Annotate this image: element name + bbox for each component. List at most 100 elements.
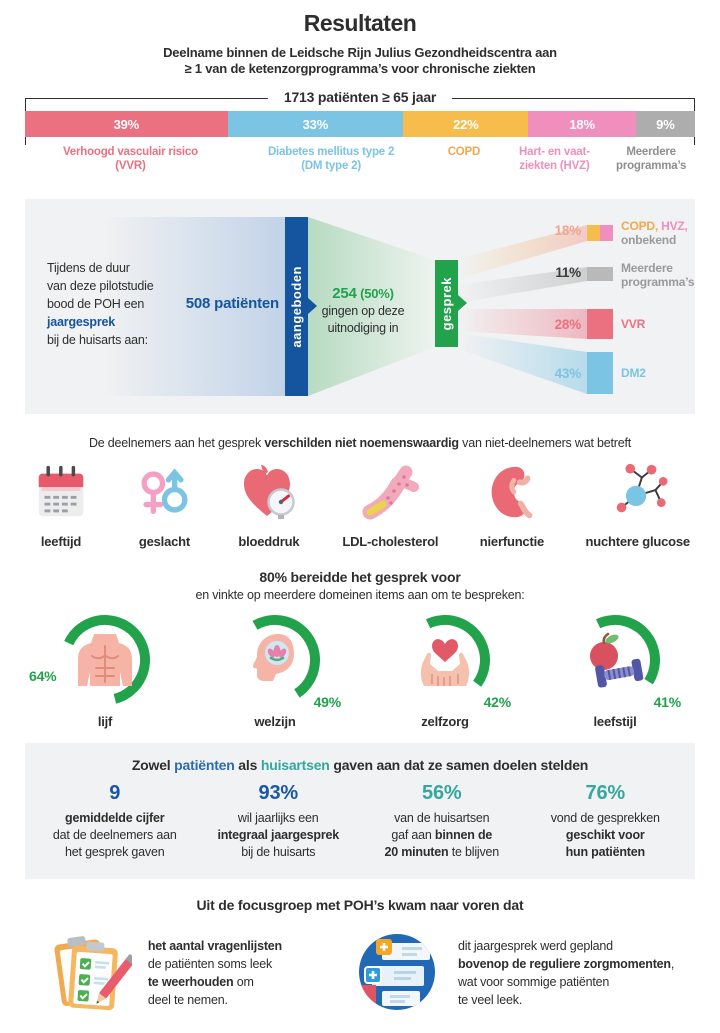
calendar-icon	[38, 465, 84, 517]
comparison-item-ldl: LDL-cholesterol	[342, 460, 439, 549]
comparison-item-glucose: nuchtere glucose	[586, 460, 690, 549]
bar-segment-hvz: 18%	[528, 111, 636, 137]
bar-label-copd: COPD	[447, 146, 481, 158]
domain-donuts: 64% lijf 49%	[0, 610, 720, 729]
preparation-subtitle: en vinkte op meerdere domeinen items aan…	[195, 588, 525, 602]
accepted-number: 254	[332, 285, 357, 302]
offered-arrow-icon	[308, 298, 317, 314]
torso-icon	[78, 634, 132, 686]
outcome-block-dm2	[587, 352, 613, 394]
beam-dm2	[458, 333, 587, 394]
goal-stat-2: 93% wil jaarlijks een integraal jaargesp…	[197, 783, 361, 861]
head-flower-icon	[253, 634, 294, 681]
program-bar-section: 1713 patiënten ≥ 65 jaar 39% 33% 22% 18%…	[25, 89, 696, 183]
goal-number: 9	[109, 782, 121, 804]
domain-welzijn: 49% welzijn	[207, 610, 343, 729]
apple-dumbbell-icon	[590, 632, 644, 688]
goal-number: 76%	[585, 782, 626, 804]
artery-icon	[362, 465, 420, 520]
comparison-intro: De deelnemers aan het gesprek verschilde…	[88, 436, 632, 450]
domain-zelfzorg: 42% zelfzorg	[377, 610, 513, 729]
beam-vvr	[458, 309, 587, 339]
comparison-item-bloeddruk: bloeddruk	[237, 460, 301, 549]
outcome-block-copd-hvz	[587, 225, 613, 241]
gesprek-bar-label: gesprek	[439, 276, 454, 331]
domain-pct: 64%	[29, 668, 57, 684]
comparison-item-leeftijd: leeftijd	[30, 460, 92, 549]
comparison-item-geslacht: geslacht	[133, 460, 195, 549]
heart-gauge-icon	[243, 465, 295, 519]
comparison-item-nierfunctie: nierfunctie	[480, 460, 544, 549]
outcome-block-multi	[587, 267, 613, 281]
domain-pct: 41%	[653, 694, 682, 710]
beam-multi	[458, 267, 587, 303]
focus-text-1: het aantal vragenlijsten de patiënten so…	[147, 939, 282, 1007]
domain-pct: 42%	[483, 694, 512, 710]
outcome-block-vvr	[587, 309, 613, 339]
progress-arc	[570, 615, 660, 705]
domain-leefstijl: 41% leefstijl	[547, 610, 683, 729]
stacked-bar-labels: Verhoogd vasculair risico (VVR) Diabetes…	[25, 143, 695, 173]
bar-label-dm2: Diabetes mellitus type 2 (DM type 2)	[267, 146, 395, 172]
offered-gradient-band	[100, 217, 285, 396]
clipboard-checklist-icon	[54, 936, 132, 1011]
accepted-pct: (50%)	[356, 286, 394, 301]
goal-stat-4: 76% vond de gesprekken geschikt voor hun…	[524, 782, 688, 861]
goal-stat-1: 9 gemiddelde cijfer dat de deelnemers aa…	[33, 782, 197, 861]
population-label: 1713 patiënten ≥ 65 jaar	[267, 89, 453, 106]
goals-row: 9 gemiddelde cijfer dat de deelnemers aa…	[33, 782, 688, 861]
goal-stat-3: 56% van de huisartsen gaf aan binnen de …	[360, 782, 524, 861]
offered-count: 508 patiënten	[185, 295, 279, 312]
focus-item-zorgmomenten: dit jaargesprek werd gepland bovenop de …	[352, 927, 674, 1019]
bar-segment-vvr: 39%	[25, 111, 228, 137]
domain-lijf: 64% lijf	[29, 610, 173, 729]
gender-icon	[141, 468, 188, 515]
header: Resultaten Deelname binnen de Leidsche R…	[0, 0, 720, 77]
molecule-icon	[616, 463, 668, 513]
outcome-pct-copd-hvz: 18%	[554, 223, 582, 238]
funnel-wedge	[308, 217, 435, 396]
outcome-pct-multi: 11%	[555, 265, 581, 280]
outcome-pct-vvr: 28%	[554, 317, 582, 332]
preparation-title: 80% bereidde het gesprek voor	[259, 569, 461, 585]
bar-segment-multi: 9%	[635, 111, 696, 137]
outcome-label-multi: Meerdere programma’s	[621, 261, 695, 289]
beam-copd-hvz	[458, 225, 587, 279]
funnel-intro-text: Tijdens de duur van deze pilotstudie boo…	[47, 261, 154, 347]
focus-item-vragenlijsten: het aantal vragenlijsten de patiënten so…	[46, 927, 282, 1019]
offered-bar: aangeboden	[285, 217, 308, 396]
kidney-icon	[491, 466, 533, 519]
outcome-label-copd-hvz: COPD, HVZ, onbekend	[621, 219, 688, 247]
goal-number: 56%	[422, 782, 462, 804]
domain-pct: 49%	[313, 694, 342, 710]
funnel-graphic	[100, 217, 587, 396]
progress-arc	[230, 615, 320, 705]
page-subtitle: Deelname binnen de Leidsche Rijn Julius …	[0, 45, 720, 77]
bar-segment-copd: 22%	[403, 111, 529, 137]
accepted-text: 254 (50%) gingen op deze uitnodiging in	[321, 285, 405, 335]
gesprek-arrow-icon	[458, 295, 467, 311]
goals-section: Zowel patiënten als huisartsen gaven aan…	[25, 743, 695, 879]
bar-label-multi: Meerdere programma’s	[616, 146, 687, 172]
stacked-bar: 39% 33% 22% 18% 9%	[25, 111, 696, 137]
focus-text-2: dit jaargesprek werd gepland bovenop de …	[457, 939, 675, 1007]
funnel-section: Tijdens de duur van deze pilotstudie boo…	[25, 199, 695, 414]
gesprek-bar: gesprek	[435, 260, 458, 347]
outcome-label-dm2: DM2	[621, 366, 646, 380]
scheduled-care-icon	[358, 934, 435, 1010]
focus-items: het aantal vragenlijsten de patiënten so…	[0, 927, 720, 1019]
hands-heart-icon	[420, 639, 470, 686]
outcome-pct-dm2: 43%	[554, 366, 582, 381]
progress-arc	[400, 615, 490, 705]
bar-label-vvr: Verhoogd vasculair risico (VVR)	[62, 146, 198, 172]
bar-segment-dm2: 33%	[227, 111, 404, 137]
subtitle-line-2: ≥ 1 van de ketenzorgprogramma’s voor chr…	[184, 61, 536, 76]
page-title: Resultaten	[303, 10, 417, 36]
offered-bar-label: aangeboden	[289, 265, 304, 348]
goals-title: Zowel patiënten als huisartsen gaven aan…	[131, 757, 589, 773]
focus-title: Uit de focusgroep met POH’s kwam naar vo…	[196, 897, 524, 913]
bar-label-hvz: Hart- en vaat- ziekten (HVZ)	[519, 146, 590, 172]
subtitle-line-1: Deelname binnen de Leidsche Rijn Julius …	[163, 45, 557, 60]
progress-arc	[60, 615, 150, 705]
